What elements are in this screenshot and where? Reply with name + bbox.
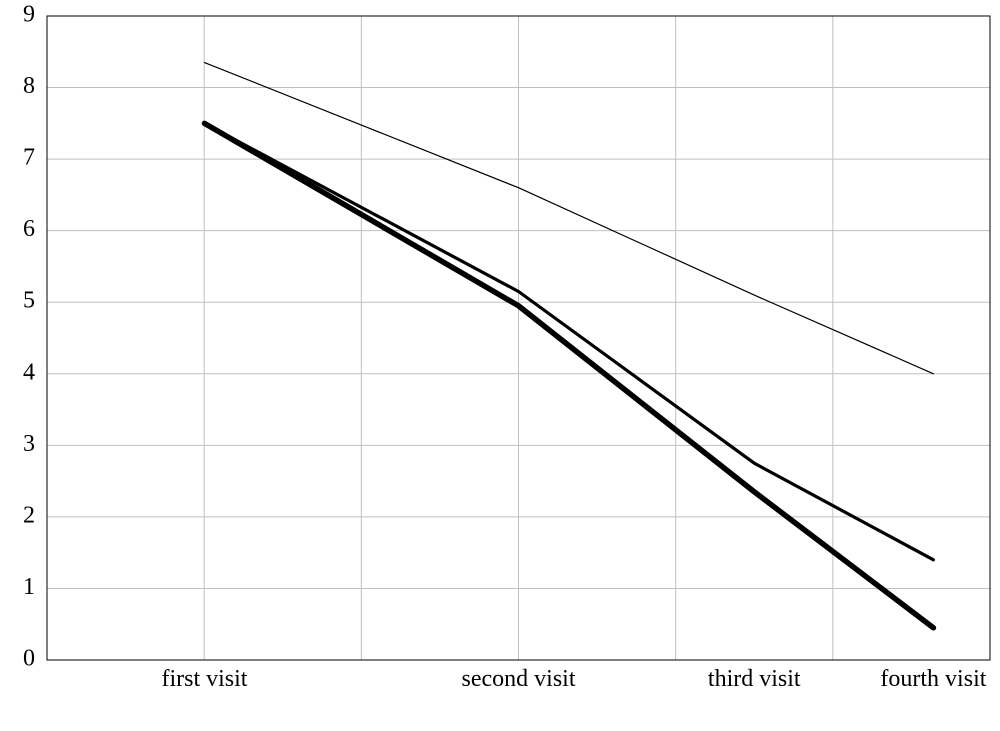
y-tick-label: 9 [23, 2, 35, 28]
y-tick-label: 2 [23, 502, 35, 528]
x-tick-label: first visit [161, 666, 247, 692]
chart-bg [0, 0, 1000, 731]
line-chart: 0 1 2 3 4 5 6 7 8 9 first visit second visit third v… [0, 0, 1000, 731]
y-tick-label: 3 [23, 431, 35, 457]
y-tick-label: 8 [23, 73, 35, 99]
y-tick-label: 0 [23, 646, 35, 672]
x-tick-label: second visit [462, 666, 576, 692]
y-tick-label: 1 [23, 574, 35, 600]
y-tick-label: 7 [23, 145, 35, 171]
x-tick-label: third visit [708, 666, 801, 692]
x-tick-label: fourth visit [880, 666, 986, 692]
y-tick-label: 5 [23, 288, 35, 314]
y-tick-label: 4 [23, 359, 35, 385]
y-tick-label: 6 [23, 216, 35, 242]
